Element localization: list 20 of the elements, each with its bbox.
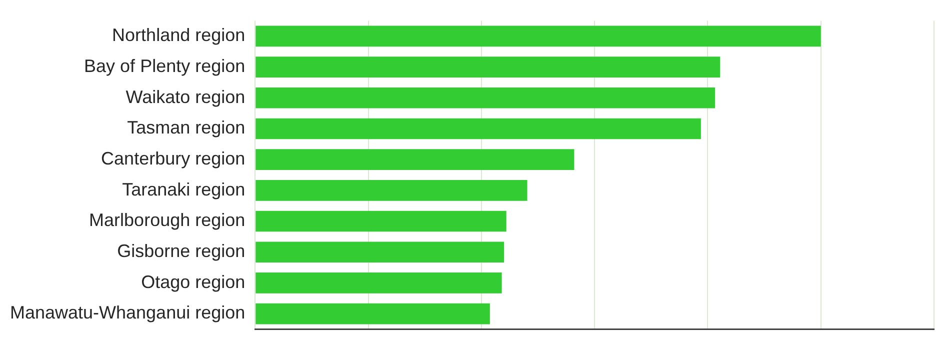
y-tick-label: Tasman region [127,118,246,138]
bar [256,242,504,263]
y-tick-label: Gisborne region [117,241,246,262]
y-tick-label: Manawatu-Whanganui region [10,302,246,323]
y-tick-label: Marlborough region [89,210,246,230]
y-tick-label: Bay of Plenty region [84,56,246,76]
y-tick-label: Otago region [141,272,246,292]
bar [256,210,506,232]
bar [256,272,502,294]
y-tick-label: Waikato region [126,86,246,107]
bar [256,26,821,47]
y-tick-label: Taranaki region [122,179,246,200]
bar [256,180,528,201]
bar [256,149,574,170]
bar [256,56,720,78]
y-tick-label: Northland region [112,25,246,46]
bar [256,87,716,108]
y-tick-label: Canterbury region [101,148,246,169]
bar [256,303,490,324]
bar [256,118,701,140]
